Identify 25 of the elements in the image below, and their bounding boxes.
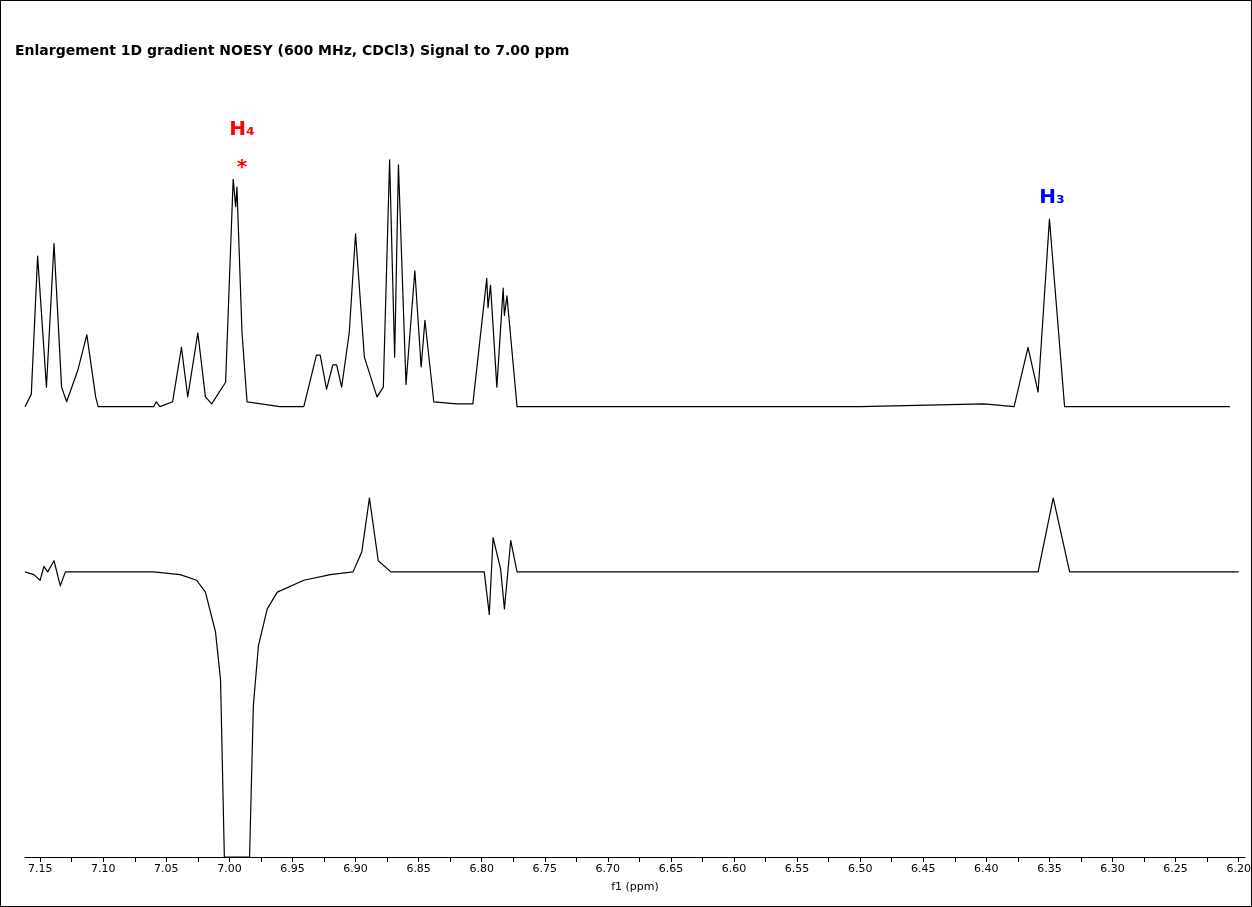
- x-tick-label: 6.65: [658, 862, 684, 875]
- x-axis-title: f1 (ppm): [611, 880, 659, 893]
- x-tick-label: 7.00: [217, 862, 242, 875]
- annotation: H₃: [1039, 184, 1065, 208]
- x-tick-label: 6.25: [1163, 862, 1188, 875]
- x-tick-label: 7.10: [90, 862, 116, 875]
- x-tick-label: 7.05: [154, 862, 179, 875]
- x-tick-label: 7.15: [27, 862, 53, 875]
- x-tick-label: 6.70: [595, 862, 621, 875]
- x-tick-label: 6.30: [1100, 862, 1125, 875]
- x-tick-label: 6.75: [532, 862, 558, 875]
- chart-title: Enlargement 1D gradient NOESY (600 MHz, CDCl3) Signal to 7.00 ppm: [15, 42, 570, 58]
- x-tick-label: 6.55: [784, 862, 810, 875]
- x-tick-label: 6.35: [1037, 862, 1062, 875]
- x-tick-label: 6.60: [721, 862, 747, 875]
- x-tick-label: 6.20: [1226, 862, 1251, 875]
- annotation: *: [236, 154, 248, 178]
- x-tick-label: 6.50: [847, 862, 873, 875]
- x-tick-label: 6.80: [469, 862, 494, 875]
- x-tick-label: 6.95: [280, 862, 305, 875]
- x-tick-label: 6.90: [343, 862, 368, 875]
- x-tick-label: 6.85: [406, 862, 431, 875]
- x-tick-label: 6.40: [974, 862, 999, 875]
- text: H₄: [229, 116, 255, 140]
- x-tick-label: 6.45: [911, 862, 936, 875]
